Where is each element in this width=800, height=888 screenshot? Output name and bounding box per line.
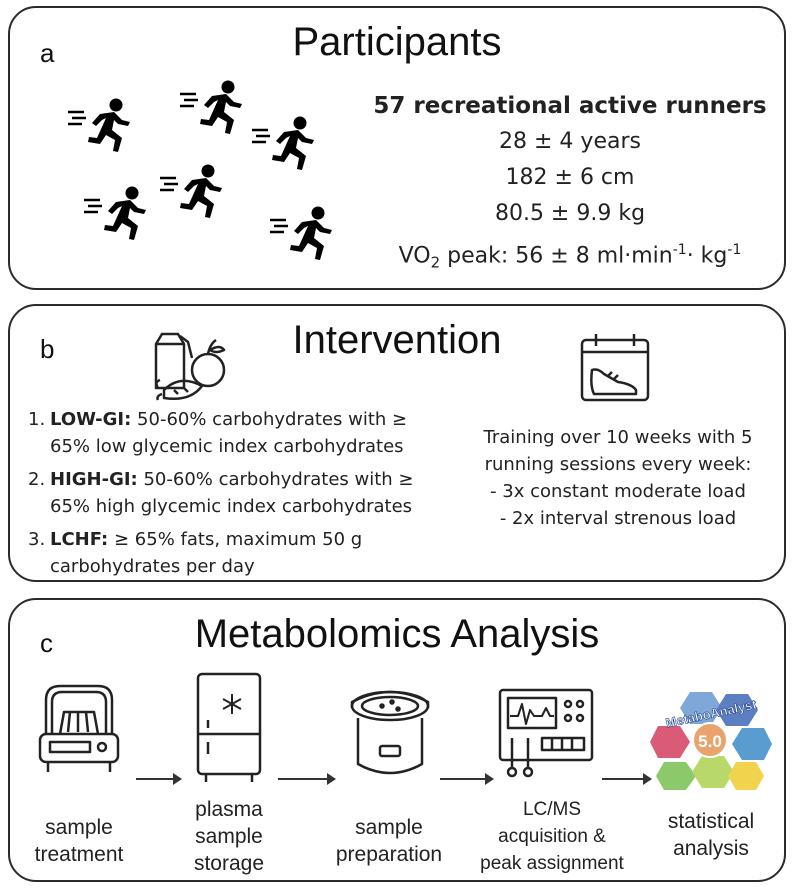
participant-age: 28 ± 4 years: [499, 129, 641, 154]
flow-arrow: [136, 773, 182, 785]
flow-arrow: [602, 773, 652, 785]
list-item: 3. LCHF: ≥ 65% fats, maximum 50 g: [28, 529, 363, 550]
intervention-panel: b Intervention 1. LOW-GI: 50-60%: [8, 304, 786, 582]
centrifuge-icon: [38, 684, 120, 772]
list-item-continued: carbohydrates per day: [50, 556, 255, 577]
list-item: 2. HIGH-GI: 50-60% carbohydrates with ≥: [28, 469, 414, 490]
list-item-continued: 65% low glycemic index carbohydrates: [50, 436, 404, 457]
panel-letter-b: b: [40, 334, 55, 364]
participant-vo2: VO2 peak: 56 ± 8 ml·min-1· kg-1: [398, 242, 742, 272]
participant-height: 182 ± 6 cm: [505, 165, 635, 190]
step-label-statistical-analysis: statistical analysis: [667, 810, 755, 860]
training-line: - 3x constant moderate load: [490, 481, 746, 502]
step-label-lcms: LC/MS acquisition & peak assignment: [480, 799, 624, 874]
running-person-icon: [158, 164, 224, 220]
diet-list: 1. LOW-GI: 50-60% carbohydrates with ≥ 65…: [28, 406, 448, 580]
participants-panel: a Participants 57 recreational active ru…: [8, 6, 786, 290]
step-label-plasma-storage: plasma sample storage: [193, 798, 265, 875]
training-line: running sessions every week:: [484, 454, 752, 475]
participant-headline: 57 recreational active runners: [373, 93, 767, 119]
panel-title-intervention: Intervention: [292, 318, 502, 362]
lcms-instrument-icon: [498, 688, 594, 778]
training-line: - 2x interval strenous load: [499, 508, 737, 529]
running-person-icon: [178, 80, 244, 136]
flow-arrow: [278, 773, 336, 785]
step-label-sample-preparation: sample preparation: [335, 816, 443, 866]
metabolomics-panel: c Metabolomics Analysis: [8, 598, 786, 882]
running-person-icon: [82, 186, 148, 242]
calendar-shoe-icon: [580, 334, 650, 402]
freezer-icon: [196, 672, 262, 782]
metaboanalyst-logo-icon: 5.0 MetaboAnalyst: [650, 692, 772, 790]
panel-letter-c: c: [40, 628, 53, 658]
groceries-icon: [154, 332, 226, 401]
panel-letter-a: a: [40, 38, 55, 68]
svg-text:5.0: 5.0: [698, 732, 722, 751]
list-item-continued: 65% high glycemic index carbohydrates: [50, 496, 413, 517]
panel-title-participants: Participants: [292, 20, 502, 64]
panel-title-metabolomics: Metabolomics Analysis: [194, 612, 600, 656]
participant-stats: 57 recreational active runners 28 ± 4 ye…: [360, 88, 780, 281]
running-person-icon: [250, 116, 316, 172]
training-line: Training over 10 weeks with 5: [483, 427, 753, 448]
sample-pot-icon: [350, 690, 430, 775]
training-description: Training over 10 weeks with 5 running se…: [458, 424, 778, 532]
step-label-sample-treatment: sample treatment: [34, 816, 124, 866]
participant-weight: 80.5 ± 9.9 kg: [494, 201, 646, 226]
running-person-icon: [268, 206, 334, 262]
flow-arrow: [440, 773, 494, 785]
list-item: 1. LOW-GI: 50-60% carbohydrates with ≥: [28, 409, 408, 430]
running-person-icon: [66, 98, 132, 154]
